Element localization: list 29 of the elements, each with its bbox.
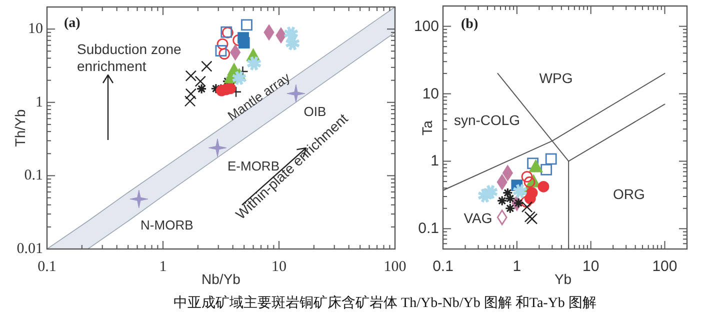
x-tick-label: 1 — [512, 258, 522, 275]
x-tick-label: 0.1 — [432, 258, 454, 275]
y-tick-label: 1 — [36, 94, 43, 110]
annotation: Subduction zone enrichment — [77, 41, 182, 74]
text: 中亚成矿域主要斑岩铜矿床含矿岩体 Th/Yb-Nb/Yb 图解 和Ta-Yb 图解 — [174, 295, 596, 311]
text: (a) — [64, 16, 81, 31]
annotation: ORG — [613, 186, 645, 202]
x-tick-label: 100 — [384, 259, 406, 275]
y-tick-label: 0.01 — [16, 241, 43, 257]
x-axis-title: Nb/Yb — [202, 271, 241, 287]
annotation: N-MORB — [140, 218, 194, 233]
y-axis-title: Th/Yb — [12, 109, 28, 147]
x-tick-label: 100 — [652, 258, 678, 275]
x-tick-label: 10 — [582, 258, 600, 275]
annotation: syn-COLG — [454, 112, 520, 128]
text: (b) — [461, 17, 478, 32]
y-tick-label: 0.1 — [418, 220, 439, 238]
y-tick-label: 1 — [430, 152, 439, 170]
annotation: WPG — [539, 70, 573, 86]
x-axis-title: Yb — [554, 271, 572, 287]
annotation: VAG — [464, 210, 492, 226]
y-tick-label: 100 — [414, 18, 439, 35]
y-tick-label: 10 — [422, 85, 439, 102]
y-axis-title: Ta — [419, 120, 435, 136]
x-tick-label: 10 — [272, 259, 286, 275]
x-tick-label: 1 — [159, 259, 167, 275]
y-tick-label: 10 — [28, 21, 43, 38]
annotation: OIB — [304, 104, 326, 120]
y-tick-label: 0.1 — [24, 168, 43, 184]
